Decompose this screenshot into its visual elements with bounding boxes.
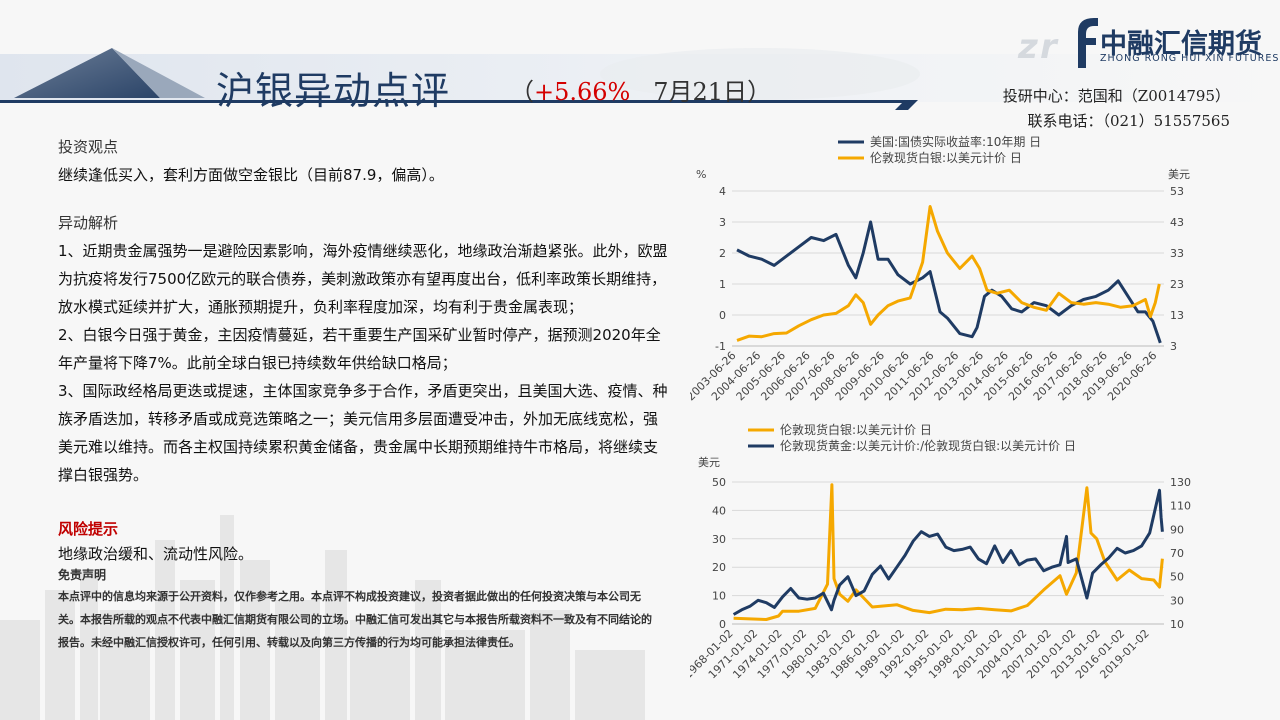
y-left-tick: 30 — [712, 533, 726, 546]
y-left-tick: 20 — [712, 561, 726, 574]
y-right-tick: 23 — [1170, 278, 1184, 291]
legend-label: 伦敦现货白银:以美元计价 日 — [780, 422, 932, 437]
view-text: 继续逢低买入，套利方面做空金银比（目前87.9，偏高）。 — [58, 166, 444, 184]
disclaimer-heading: 免责声明 — [58, 568, 107, 582]
view-heading: 投资观点 — [58, 138, 119, 156]
analyst-line: 投研中心：范国和（Z0014795） — [1002, 87, 1230, 105]
svg-text:r: r — [1040, 27, 1059, 67]
y-left-tick: 2 — [719, 247, 726, 260]
y-left-tick: 10 — [712, 590, 726, 603]
commentary-body: 投资观点 继续逢低买入，套利方面做空金银比（目前87.9，偏高）。 异动解析 1… — [58, 133, 668, 654]
svg-text:z: z — [1017, 27, 1038, 67]
risk-heading: 风险提示 — [58, 520, 119, 538]
y-right-tick: 43 — [1170, 216, 1184, 229]
series-line-left — [736, 220, 1162, 344]
y-right-tick: 70 — [1170, 547, 1184, 560]
y-right-tick: 13 — [1170, 309, 1184, 322]
y-right-tick: 33 — [1170, 247, 1184, 260]
y-left-tick: 0 — [719, 309, 726, 322]
y-right-tick: 53 — [1170, 185, 1184, 198]
report-date: 7月21日 — [653, 78, 748, 106]
y-right-tick: 110 — [1170, 500, 1191, 513]
contact-block: 投研中心：范国和（Z0014795） 联系电话：（021）51557565 — [1003, 84, 1230, 134]
y-right-tick: 3 — [1170, 340, 1177, 353]
y-left-tick: 1 — [719, 278, 726, 291]
analysis-point-3: 3、国际政经格局更迭或提速，主体国家竞争多于合作，矛盾更突出，且美国大选、疫情、… — [58, 382, 668, 484]
logo-mark-letter: f — [1014, 14, 1015, 15]
analysis-heading: 异动解析 — [58, 214, 119, 232]
title-close-paren: ） — [747, 78, 772, 106]
analysis-point-2: 2、白银今日强于黄金，主因疫情蔓延，若干重要生产国采矿业暂时停产，据预测2020… — [58, 326, 661, 372]
company-logo-mark: z r f — [1014, 14, 1098, 68]
title-subline: （+5.66% 7月21日） — [510, 72, 771, 107]
legend-label: 伦敦现货白银:以美元计价 日 — [870, 150, 1022, 165]
price-change: +5.66% — [534, 78, 631, 106]
y-left-tick: -1 — [715, 340, 726, 353]
y-right-tick: 90 — [1170, 523, 1184, 536]
y-right-tick: 130 — [1170, 476, 1191, 489]
series-line-left — [733, 483, 1164, 621]
header-banner — [0, 48, 1280, 110]
page-title: 沪银异动点评 — [216, 69, 451, 113]
chart-silver-vs-gold-silver-ratio: 伦敦现货白银:以美元计价 日伦敦现货黄金:以美元计价:/伦敦现货白银:以美元计价… — [690, 422, 1191, 681]
y-right-tick: 10 — [1170, 618, 1184, 631]
title-open-paren: （ — [510, 78, 534, 106]
risk-text: 地缘政治缓和、流动性风险。 — [58, 545, 254, 563]
y-left-tick: 50 — [712, 476, 726, 489]
legend-label: 伦敦现货黄金:以美元计价:/伦敦现货白银:以美元计价 日 — [780, 438, 1076, 453]
y-left-tick: 0 — [719, 618, 726, 631]
disclaimer-text: 本点评中的信息均来源于公开资料，仅作参考之用。本点评不构成投资建议，投资者据此做… — [58, 590, 652, 649]
city-skyline-watermark — [0, 515, 645, 720]
y-left-tick: 4 — [719, 185, 726, 198]
series-line-right — [732, 488, 1164, 616]
phone-line: 联系电话：（021）51557565 — [1027, 112, 1230, 130]
logo-cn-name: 中融汇信期货 — [1100, 29, 1262, 60]
series-line-right — [736, 205, 1161, 342]
y-right-tick: 30 — [1170, 594, 1184, 607]
y-left-tick: 40 — [712, 504, 726, 517]
y-left-tick: 3 — [719, 216, 726, 229]
y-right-axis-label: 美元 — [1168, 168, 1190, 181]
y-left-axis-label: % — [696, 168, 706, 181]
analysis-point-1: 1、近期贵金属强势一是避险因素影响，海外疫情继续恶化，地缘政治渐趋紧张。此外，欧… — [58, 242, 668, 316]
y-left-axis-label: 美元 — [698, 456, 720, 469]
y-right-tick: 50 — [1170, 571, 1184, 584]
logo-en-name: ZHONG RONG HUI XIN FUTURES — [1100, 53, 1280, 64]
legend-label: 美国:国债实际收益率:10年期 日 — [870, 134, 1041, 149]
